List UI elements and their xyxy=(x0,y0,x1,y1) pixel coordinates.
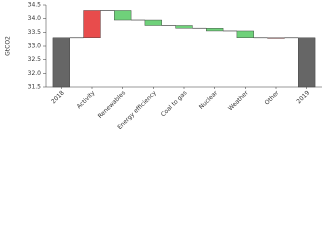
y-tick-label: 33.5 xyxy=(28,29,42,36)
x-tick-label: Renewables xyxy=(97,90,127,120)
y-tick-label: 32.0 xyxy=(28,70,42,77)
y-tick-label: 31.5 xyxy=(28,84,42,91)
chart: GtCO2 31.5 32.0 32.5 33.0 33.5 34.0 34.5 2018 Ac… xyxy=(5,2,322,129)
x-tick-label: Nuclear xyxy=(198,89,220,111)
y-tick-label: 34.5 xyxy=(28,2,42,9)
bar xyxy=(52,37,70,88)
x-tick-label: Activity xyxy=(76,89,97,110)
bar xyxy=(236,30,254,39)
x-tick-label: 2018 xyxy=(50,89,66,105)
x-tick-label: 2019 xyxy=(295,89,311,105)
y-axis-label: GtCO2 xyxy=(5,36,12,56)
y-tick-label: 34.0 xyxy=(28,15,42,22)
bar xyxy=(144,19,162,26)
bar xyxy=(114,10,132,21)
bar xyxy=(298,37,316,88)
bar xyxy=(206,28,224,32)
x-tick-label: Weather xyxy=(227,89,250,112)
bar xyxy=(267,37,285,39)
x-tick-label: Coal to gas xyxy=(160,90,189,119)
bar xyxy=(175,25,193,29)
bar xyxy=(83,10,101,39)
y-tick-label: 32.5 xyxy=(28,56,42,63)
x-tick-label: Other xyxy=(263,89,280,106)
y-tick-label: 33.0 xyxy=(28,43,42,50)
